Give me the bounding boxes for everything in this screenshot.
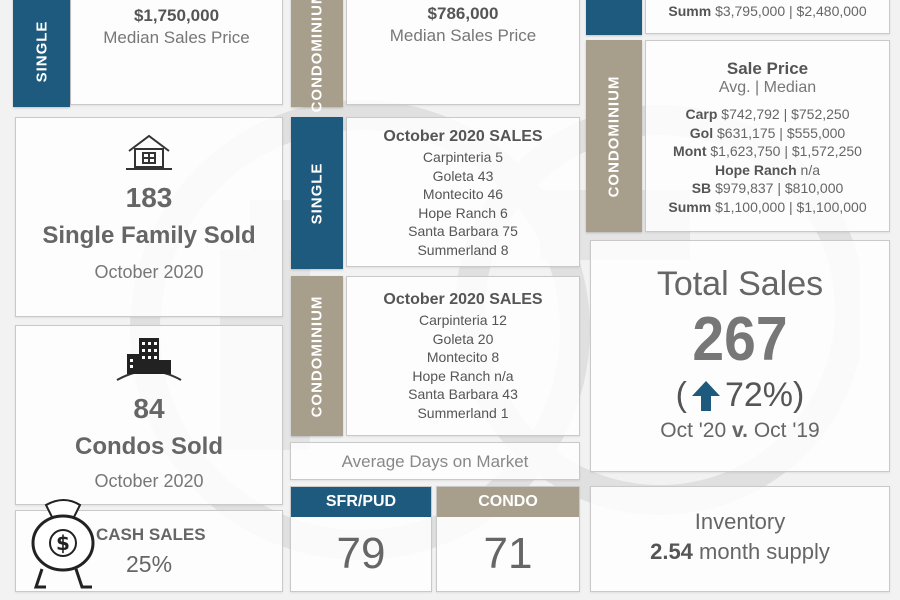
inventory-value: 2.54 xyxy=(650,539,693,564)
condo-price-tab-label: CONDOMINIUM xyxy=(308,0,326,112)
condo-median-caption: Median Sales Price xyxy=(389,26,537,45)
dom-condo-card: CONDO 71 xyxy=(436,486,580,592)
price-row-name: Mont xyxy=(673,143,707,159)
condo-sales-list: Carpinteria 12 Goleta 20 Montecito 8 Hop… xyxy=(347,311,579,422)
condo-median-price-card: $786,000 Median Sales Price xyxy=(346,0,580,105)
price-row-name: Gol xyxy=(689,124,714,141)
single-median-caption: Median Sales Price xyxy=(103,28,250,47)
condos-sold-number: 84 xyxy=(133,393,165,424)
condos-sold-month: October 2020 xyxy=(94,471,204,491)
inventory-supply: 2.54 month supply xyxy=(591,539,889,565)
list-item: Montecito 46 xyxy=(422,186,504,202)
list-item: Hope Ranch n/a xyxy=(646,161,889,180)
condo-saleprice-card: Sale Price Avg. | Median Carp $742,792 |… xyxy=(645,40,890,232)
list-item: Goleta 43 xyxy=(432,167,494,184)
dom-sfr-label: SFR/PUD xyxy=(291,487,431,517)
price-row-name: Carp xyxy=(685,106,718,122)
total-sales-comparison: Oct '20 v. Oct '19 xyxy=(591,419,889,443)
list-item: Montecito 8 xyxy=(426,349,500,365)
single-family-sold-month: October 2020 xyxy=(94,262,204,282)
total-sales-number: 267 xyxy=(692,305,788,374)
list-item: Carpinteria 12 xyxy=(419,312,507,328)
single-sales-list: Carpinteria 5 Goleta 43 Montecito 46 Hop… xyxy=(347,148,579,259)
inventory-title: Inventory xyxy=(694,509,786,534)
single-family-sold-card: 183 Single Family Sold October 2020 xyxy=(15,117,283,317)
cash-sales-value: 25% xyxy=(126,551,173,577)
money-bag-icon: $ xyxy=(31,499,95,589)
single-median-price: $1,750,000 xyxy=(133,6,220,25)
cash-sales-label: CASH SALES xyxy=(96,525,206,544)
list-item: Carpinteria 5 xyxy=(422,149,504,165)
condo-sales-tab-label: CONDOMINIUM xyxy=(308,295,326,417)
list-item: Mont $1,623,750 | $1,572,250 xyxy=(646,142,889,161)
condo-sales-title: October 2020 SALES xyxy=(383,291,543,308)
list-item: Gol $631,175 | $555,000 xyxy=(646,124,889,143)
single-price-tab-label: SINGLE xyxy=(33,20,50,82)
price-row-name: Hope Ranch xyxy=(714,161,797,178)
list-item: Carp $742,792 | $752,250 xyxy=(646,105,889,124)
dom-title: Average Days on Market xyxy=(341,452,529,471)
condo-saleprice-tab-label: CONDOMINIUM xyxy=(605,75,623,197)
single-summ-label: Summ xyxy=(668,3,712,19)
inventory-unit: month supply xyxy=(699,539,830,564)
condo-price-tab: CONDOMINIUM xyxy=(291,0,343,112)
comparison-versus: v. xyxy=(732,419,748,442)
comparison-current: Oct '20 xyxy=(660,419,727,442)
condo-sales-tab: CONDOMINIUM xyxy=(291,276,343,436)
single-family-sold-label: Single Family Sold xyxy=(42,222,256,249)
dom-condo-label: CONDO xyxy=(437,487,579,517)
single-sales-tab: SINGLE xyxy=(291,117,343,269)
list-item: Goleta 20 xyxy=(432,330,494,347)
condo-saleprice-list: Carp $742,792 | $752,250 Gol $631,175 | … xyxy=(646,105,889,216)
dom-sfr-card: SFR/PUD 79 xyxy=(290,486,432,592)
single-saleprice-tab xyxy=(586,0,642,35)
single-summ-values: $3,795,000 | $2,480,000 xyxy=(715,3,867,19)
condo-saleprice-title: Sale Price xyxy=(726,59,809,78)
single-price-tab: SINGLE xyxy=(13,0,70,107)
condo-saleprice-subtitle: Avg. | Median xyxy=(718,79,817,96)
single-sales-tab-label: SINGLE xyxy=(308,162,326,224)
price-row-name: Summ xyxy=(668,198,712,215)
condos-sold-card: 84 Condos Sold October 2020 xyxy=(15,325,283,505)
list-item: Hope Ranch n/a xyxy=(412,367,514,384)
svg-text:$: $ xyxy=(56,531,70,555)
list-item: SB $979,837 | $810,000 xyxy=(646,179,889,198)
price-row-value: $1,100,000 | $1,100,000 xyxy=(715,198,867,215)
change-open-paren: ( xyxy=(675,376,687,414)
total-sales-title: Total Sales xyxy=(656,265,824,303)
price-row-value: $979,837 | $810,000 xyxy=(715,180,844,196)
price-row-value: n/a xyxy=(800,161,821,178)
condo-saleprice-tab: CONDOMINIUM xyxy=(586,40,642,232)
total-sales-card: Total Sales 267 ( 72%) Oct '20 v. Oct '1… xyxy=(590,240,890,472)
up-arrow-icon xyxy=(691,380,720,411)
list-item: Santa Barbara 75 xyxy=(408,223,518,239)
single-family-sold-number: 183 xyxy=(125,182,173,213)
dom-sfr-value: 79 xyxy=(336,529,386,578)
price-row-name: SB xyxy=(691,180,712,196)
inventory-card: Inventory 2.54 month supply xyxy=(590,486,890,592)
cash-sales-card: $ CASH SALES 25% xyxy=(15,499,283,592)
single-sales-title: October 2020 SALES xyxy=(383,128,543,145)
list-item: Summerland 8 xyxy=(417,241,509,258)
list-item: Santa Barbara 43 xyxy=(408,386,518,402)
condo-median-price: $786,000 xyxy=(427,4,499,23)
building-icon xyxy=(116,338,182,381)
price-row-value: $1,623,750 | $1,572,250 xyxy=(710,143,862,159)
dom-header-card: Average Days on Market xyxy=(290,442,580,480)
single-median-price-card: $1,750,000 Median Sales Price xyxy=(70,0,283,105)
condo-sales-card: October 2020 SALES Carpinteria 12 Goleta… xyxy=(346,276,580,436)
price-row-value: $742,792 | $752,250 xyxy=(721,106,850,122)
house-icon xyxy=(126,134,172,170)
total-sales-change: ( 72%) xyxy=(591,376,889,415)
condos-sold-label: Condos Sold xyxy=(75,433,223,460)
dom-condo-value: 71 xyxy=(483,529,533,578)
list-item: Hope Ranch 6 xyxy=(418,204,508,221)
price-row-value: $631,175 | $555,000 xyxy=(717,124,846,141)
change-value: 72%) xyxy=(724,376,805,414)
list-item: Summ $1,100,000 | $1,100,000 xyxy=(646,198,889,217)
comparison-previous: Oct '19 xyxy=(753,419,820,442)
single-saleprice-card: Summ $3,795,000 | $2,480,000 xyxy=(645,0,890,34)
single-sales-card: October 2020 SALES Carpinteria 5 Goleta … xyxy=(346,117,580,267)
list-item: Summerland 1 xyxy=(417,404,509,421)
